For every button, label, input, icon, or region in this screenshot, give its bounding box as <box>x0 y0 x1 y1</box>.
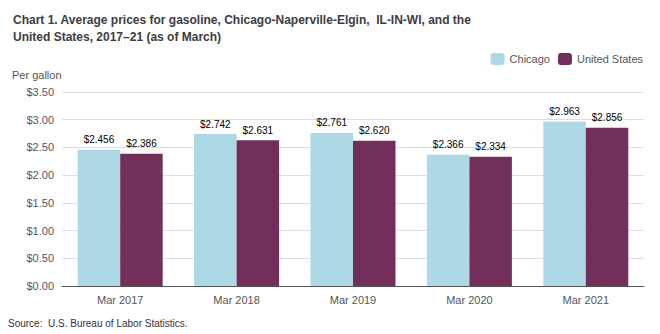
svg-text:$2.742: $2.742 <box>200 119 231 130</box>
svg-text:Chart 1. Average prices for ga: Chart 1. Average prices for gasoline, Ch… <box>13 13 471 27</box>
svg-text:$3.00: $3.00 <box>26 114 54 126</box>
svg-text:United States, 2017–21 (as of: United States, 2017–21 (as of March) <box>13 30 221 44</box>
svg-text:$2.386: $2.386 <box>126 138 157 149</box>
svg-text:$2.334: $2.334 <box>475 141 506 152</box>
svg-text:Source: U.S. Bureau of Labor: Source: U.S. Bureau of Labor Statistics. <box>8 318 188 329</box>
svg-text:Mar 2021: Mar 2021 <box>563 294 609 306</box>
svg-text:$2.50: $2.50 <box>26 141 54 153</box>
svg-text:$2.856: $2.856 <box>592 112 623 123</box>
svg-text:$2.00: $2.00 <box>26 169 54 181</box>
svg-text:$1.00: $1.00 <box>26 225 54 237</box>
svg-text:$2.761: $2.761 <box>316 117 347 128</box>
svg-text:Mar 2017: Mar 2017 <box>97 294 143 306</box>
svg-text:Per gallon: Per gallon <box>12 69 62 81</box>
svg-text:$2.631: $2.631 <box>243 125 274 136</box>
svg-text:$2.456: $2.456 <box>84 134 115 145</box>
svg-text:$0.00: $0.00 <box>26 280 54 292</box>
svg-text:Mar 2018: Mar 2018 <box>213 294 259 306</box>
svg-text:Mar 2020: Mar 2020 <box>446 294 492 306</box>
svg-text:$1.50: $1.50 <box>26 197 54 209</box>
svg-text:$3.50: $3.50 <box>26 86 54 98</box>
svg-text:$0.50: $0.50 <box>26 252 54 264</box>
svg-text:Chicago: Chicago <box>510 53 550 65</box>
svg-text:United States: United States <box>577 53 644 65</box>
svg-text:$2.366: $2.366 <box>433 139 464 150</box>
svg-text:$2.963: $2.963 <box>549 106 580 117</box>
svg-text:Mar 2019: Mar 2019 <box>330 294 376 306</box>
svg-text:$2.620: $2.620 <box>359 125 390 136</box>
